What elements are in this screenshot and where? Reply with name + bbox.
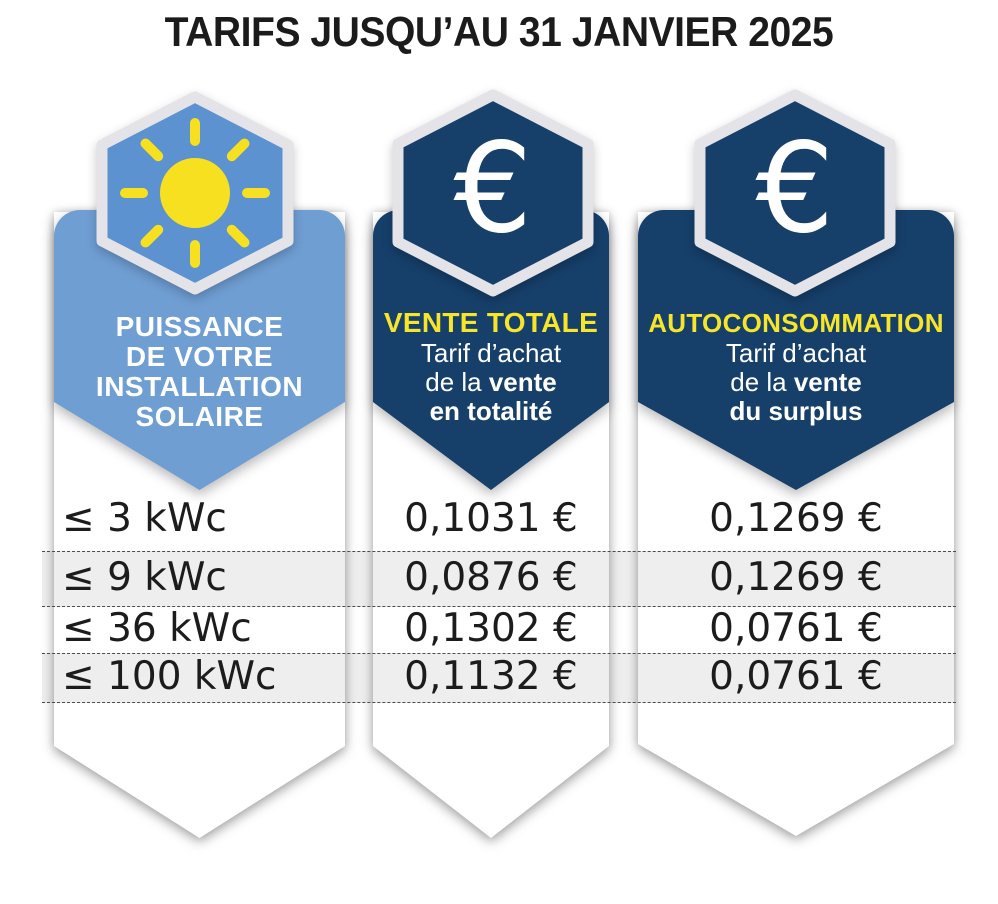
row-2-autoconsommation-value: 0,1269 € [709,555,883,600]
euro-icon: € [755,117,835,261]
row-4-power-label: ≤ 100 kWc [62,654,277,699]
hexagon-badge-autoconsommation: € [690,88,900,298]
header-line: SOLAIRE [135,401,264,432]
header-text-autoconsommation: AUTOCONSOMMATION Tarif d’achat de la ven… [638,210,954,426]
row-1-power-label: ≤ 3 kWc [62,496,227,541]
row-1-autoconsommation-value: 0,1269 € [709,496,883,541]
column-title: VENTE TOTALE [383,307,599,338]
sun-icon [96,91,294,295]
subtitle-regular: de la [730,367,794,397]
row-3-vente-totale-value: 0,1302 € [404,606,578,651]
subtitle-line: en totalité [429,396,553,426]
subtitle-bold: vente [488,367,557,397]
row-3-power-label: ≤ 36 kWc [62,606,252,651]
column-title: AUTOCONSOMMATION [648,308,944,338]
row-4-autoconsommation-value: 0,0761 € [709,654,883,699]
row-4-vente-totale-value: 0,1132 € [404,654,578,699]
hexagon-badge-puissance [92,90,298,296]
header-text-puissance: PUISSANCE DE VOTRE INSTALLATION SOLAIRE [54,210,345,432]
subtitle-line: de la vente [638,368,954,397]
header-line: DE VOTRE [125,341,274,372]
hexagon-shape [694,89,896,297]
row-3-autoconsommation-value: 0,0761 € [709,606,883,651]
subtitle-regular: de la [425,367,489,397]
subtitle-line: du surplus [729,396,863,426]
subtitle-bold: vente [793,367,862,397]
subtitle-line: Tarif d’achat [725,338,867,368]
subtitle-line: de la vente [373,368,609,397]
row-1-vente-totale-value: 0,1031 € [404,496,578,541]
row-2-vente-totale-value: 0,0876 € [404,555,578,600]
row-stripe-2 [42,551,956,607]
page-title: TARIFS JUSQU’AU 31 JANVIER 2025 [164,8,834,55]
subtitle-line: Tarif d’achat [420,338,562,368]
hexagon-shape [392,89,594,297]
euro-icon: € [453,117,533,261]
header-line: INSTALLATION [95,371,304,402]
row-stripe-4 [42,653,956,703]
hexagon-badge-vente-totale: € [388,88,598,298]
header-text-vente-totale: VENTE TOTALE Tarif d’achat de la vente e… [373,210,609,426]
row-2-power-label: ≤ 9 kWc [62,555,227,600]
header-line: PUISSANCE [115,311,284,342]
